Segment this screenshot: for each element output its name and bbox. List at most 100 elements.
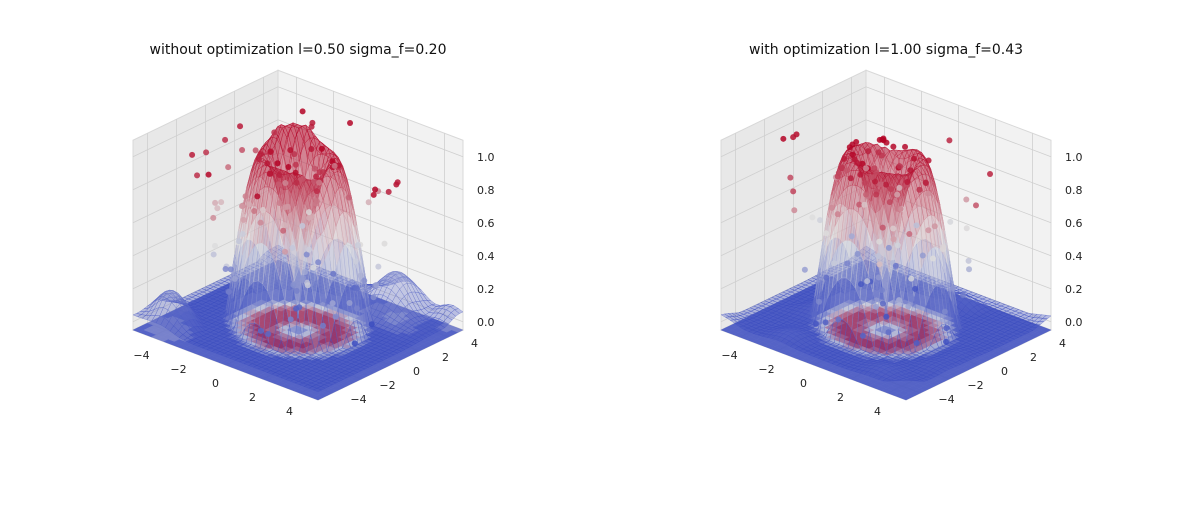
sample-point bbox=[308, 146, 315, 153]
sample-point bbox=[365, 199, 372, 206]
sample-point bbox=[291, 151, 298, 158]
sample-point bbox=[394, 179, 401, 186]
sample-point bbox=[231, 275, 238, 282]
z-tick-label: 0.8 bbox=[477, 184, 495, 197]
sample-point bbox=[287, 147, 294, 154]
z-tick-label: 1.0 bbox=[477, 151, 495, 164]
sample-point bbox=[287, 316, 294, 323]
sample-point bbox=[299, 277, 306, 284]
grid-line bbox=[132, 152, 464, 224]
sample-point bbox=[309, 119, 316, 126]
sample-point bbox=[240, 216, 247, 223]
sample-point bbox=[381, 240, 388, 247]
sample-point bbox=[267, 148, 274, 155]
sample-point bbox=[345, 194, 352, 201]
x-tick-label: 2 bbox=[249, 391, 256, 404]
sample-point bbox=[239, 230, 246, 237]
left-chart-panel: without optimization l=0.50 sigma_f=0.20… bbox=[131, 42, 495, 418]
sample-point bbox=[292, 169, 299, 176]
grid-line bbox=[132, 218, 464, 290]
sample-point bbox=[280, 227, 287, 234]
sample-point bbox=[282, 204, 289, 211]
sample-point bbox=[225, 288, 232, 295]
sample-point bbox=[194, 172, 201, 179]
sample-point bbox=[347, 119, 354, 126]
sample-point bbox=[222, 136, 229, 143]
sample-point bbox=[290, 281, 297, 288]
sample-point bbox=[264, 160, 271, 167]
y-tick-label: −2 bbox=[379, 379, 395, 392]
sample-point bbox=[303, 251, 310, 258]
sample-point bbox=[239, 147, 246, 154]
sample-point bbox=[331, 162, 338, 169]
sample-point bbox=[293, 305, 300, 312]
sample-point bbox=[315, 259, 322, 266]
sample-point bbox=[246, 201, 253, 208]
sample-point bbox=[251, 207, 258, 214]
sample-point bbox=[301, 269, 308, 276]
sample-point bbox=[385, 188, 392, 195]
sample-point bbox=[276, 172, 283, 179]
sample-point bbox=[214, 205, 221, 212]
sample-point bbox=[330, 270, 337, 277]
sample-point bbox=[203, 149, 210, 156]
sample-point bbox=[370, 294, 377, 301]
sample-point bbox=[352, 258, 359, 265]
sample-point bbox=[373, 281, 380, 288]
sample-point bbox=[289, 244, 296, 251]
sample-point bbox=[257, 219, 264, 226]
sample-point bbox=[212, 242, 219, 249]
sample-point bbox=[319, 322, 326, 329]
sample-point bbox=[281, 248, 288, 255]
sample-point bbox=[254, 193, 261, 200]
sample-point bbox=[313, 173, 320, 180]
sample-point bbox=[368, 321, 375, 328]
sample-point bbox=[210, 214, 217, 221]
sample-point bbox=[299, 222, 306, 229]
sample-point bbox=[276, 200, 283, 207]
grid-line bbox=[720, 218, 1052, 290]
sample-point bbox=[316, 169, 323, 176]
sample-point bbox=[260, 206, 267, 213]
sample-point bbox=[236, 238, 243, 245]
sample-points bbox=[189, 108, 401, 347]
grid-line bbox=[720, 86, 1052, 158]
y-tick-label: −4 bbox=[350, 393, 366, 406]
sample-point bbox=[306, 246, 313, 253]
grid-line bbox=[132, 119, 464, 191]
surface-cell bbox=[312, 387, 323, 393]
sample-point bbox=[282, 180, 289, 187]
sample-point bbox=[242, 193, 249, 200]
sample-point bbox=[304, 282, 311, 289]
sample-point bbox=[310, 264, 317, 271]
y-tick-label: 0 bbox=[413, 365, 420, 378]
sample-point bbox=[293, 179, 300, 186]
sample-point bbox=[212, 199, 219, 206]
sample-point bbox=[257, 327, 264, 334]
x-tick-label: 4 bbox=[286, 405, 293, 418]
sample-point bbox=[313, 188, 320, 195]
right-chart-panel: with optimization l=1.00 sigma_f=0.43 −4… bbox=[588, 0, 1184, 508]
sample-point bbox=[318, 145, 325, 152]
sample-point bbox=[285, 164, 292, 171]
sample-point bbox=[353, 305, 360, 312]
sample-point bbox=[370, 191, 377, 198]
sample-point bbox=[222, 265, 229, 272]
z-tick-label: 0.0 bbox=[477, 316, 495, 329]
left-chart-title: without optimization l=0.50 sigma_f=0.20 bbox=[149, 42, 447, 58]
right-chart-title: with optimization l=1.00 sigma_f=0.43 bbox=[748, 42, 1024, 58]
sample-point bbox=[274, 160, 281, 167]
sample-point bbox=[255, 156, 262, 163]
x-tick-label: −4 bbox=[133, 349, 149, 362]
x-tick-label: 0 bbox=[212, 377, 219, 390]
sample-point bbox=[375, 263, 382, 270]
sample-point bbox=[357, 272, 364, 279]
sample-point bbox=[266, 170, 273, 177]
sample-point bbox=[299, 108, 306, 115]
sample-point bbox=[316, 179, 323, 186]
sample-point bbox=[299, 175, 306, 182]
surface-mesh bbox=[132, 121, 464, 393]
